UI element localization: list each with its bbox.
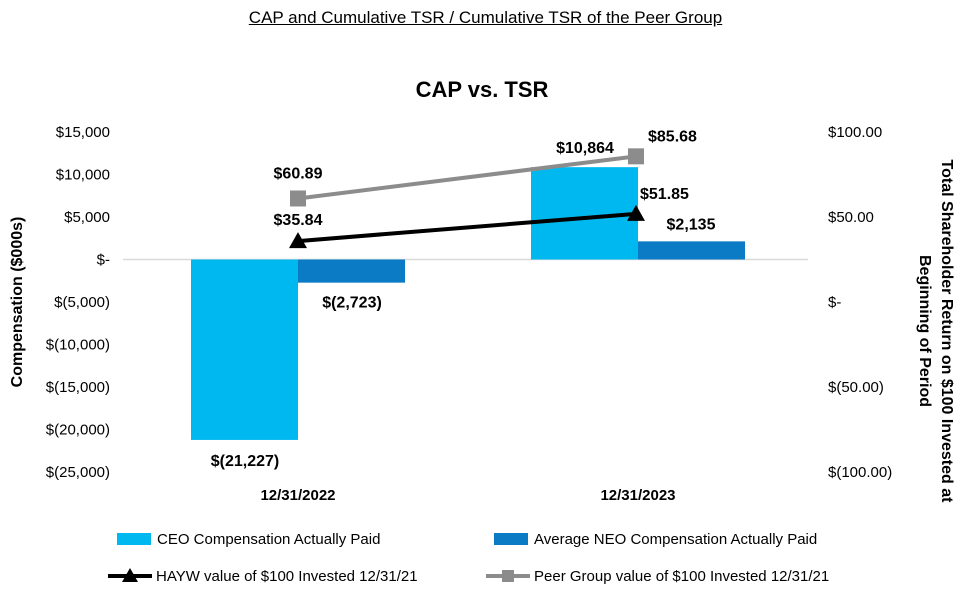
y2-axis-label-line1: Total Shareholder Return on $100 Investe…: [938, 160, 955, 504]
point-square-marker: [290, 190, 306, 207]
legend-label: HAYW value of $100 Invested 12/31/21: [156, 568, 418, 585]
legend-triangle-marker: [122, 568, 138, 582]
y2-tick-label: $100.00: [828, 124, 882, 141]
category-label: 12/31/2022: [260, 487, 335, 504]
y-tick-label: $15,000: [56, 124, 110, 141]
line-data-label: $35.84: [274, 212, 323, 229]
y-tick-label: $(15,000): [46, 379, 110, 396]
y-tick-label: $-: [97, 252, 110, 269]
legend-swatch-bar: [117, 533, 151, 545]
bar-neo-0: [298, 259, 405, 283]
legend-swatch-bar: [494, 533, 528, 545]
chart-title: CAP vs. TSR: [416, 77, 549, 102]
category-label: 12/31/2023: [600, 487, 675, 504]
y-tick-label: $(10,000): [46, 337, 110, 354]
bar-data-label: $(21,227): [211, 453, 280, 470]
y-tick-label: $5,000: [64, 209, 110, 226]
y2-axis-label-line2: Beginning of Period: [916, 255, 933, 407]
bar-neo-1: [638, 241, 745, 260]
legend-square-marker: [502, 570, 514, 582]
line-data-label: $85.68: [648, 128, 697, 145]
bar-data-label: $(2,723): [322, 295, 382, 312]
point-square-marker: [628, 148, 644, 165]
y-tick-label: $(5,000): [54, 294, 110, 311]
point-triangle-marker: [289, 232, 307, 249]
legend-label: CEO Compensation Actually Paid: [157, 531, 380, 548]
y2-tick-label: $-: [828, 294, 841, 311]
y2-tick-label: $(100.00): [828, 464, 892, 481]
bar-data-label: $10,864: [556, 140, 614, 157]
line-peer: [297, 154, 637, 201]
chart-legend: CEO Compensation Actually Paid Average NE…: [108, 531, 829, 585]
point-triangle-marker: [627, 204, 645, 221]
legend-label: Average NEO Compensation Actually Paid: [534, 531, 817, 548]
line-data-label: $60.89: [274, 165, 323, 182]
y-tick-label: $(20,000): [46, 422, 110, 439]
y-tick-label: $10,000: [56, 167, 110, 184]
y-tick-label: $(25,000): [46, 464, 110, 481]
line-data-label: $51.85: [640, 186, 689, 203]
line-hayw: [297, 211, 637, 244]
chart-marks: $15,000 $10,000 $5,000 $- $(5,000) $(10,000) $…: [46, 124, 892, 504]
bar-data-label: $2,135: [667, 216, 716, 233]
bar-ceo-0: [191, 259, 298, 440]
y2-tick-label: $(50.00): [828, 379, 884, 396]
legend-label: Peer Group value of $100 Invested 12/31/…: [534, 568, 829, 585]
page-header: CAP and Cumulative TSR / Cumulative TSR …: [248, 8, 723, 27]
y2-tick-label: $50.00: [828, 209, 874, 226]
y-axis-label: Compensation ($000s): [9, 217, 26, 388]
